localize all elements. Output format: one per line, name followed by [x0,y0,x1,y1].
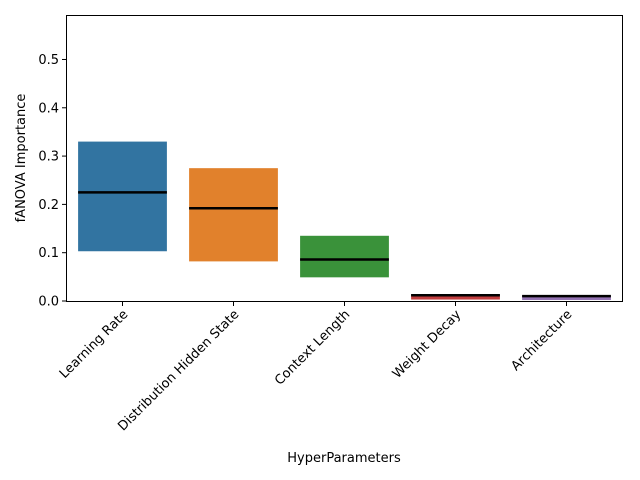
box-3 [411,294,500,300]
x-tick-label-2: Context Length [272,307,353,388]
y-tick-label-1: 0.1 [38,246,59,261]
y-tick-label-0: 0.0 [38,295,59,310]
plot-area [78,141,611,301]
y-tick-label-4: 0.4 [38,101,59,116]
x-tick-label-0: Learning Rate [57,307,132,382]
y-axis: 0.0 0.1 0.2 0.3 0.4 0.5 [38,53,67,310]
x-tick-label-3: Weight Decay [390,307,465,382]
box-0 [78,141,167,252]
y-tick-label-3: 0.3 [38,150,59,165]
x-axis-label: HyperParameters [287,451,401,466]
y-tick-label-2: 0.2 [38,198,59,213]
y-axis-label: fANOVA Importance [14,94,29,223]
box-1 [189,168,278,262]
x-tick-label-1: Distribution Hidden State [115,307,242,434]
box-2 [300,235,389,278]
y-tick-label-5: 0.5 [38,53,59,68]
box-4 [522,295,611,301]
x-tick-label-4: Architecture [508,307,575,374]
